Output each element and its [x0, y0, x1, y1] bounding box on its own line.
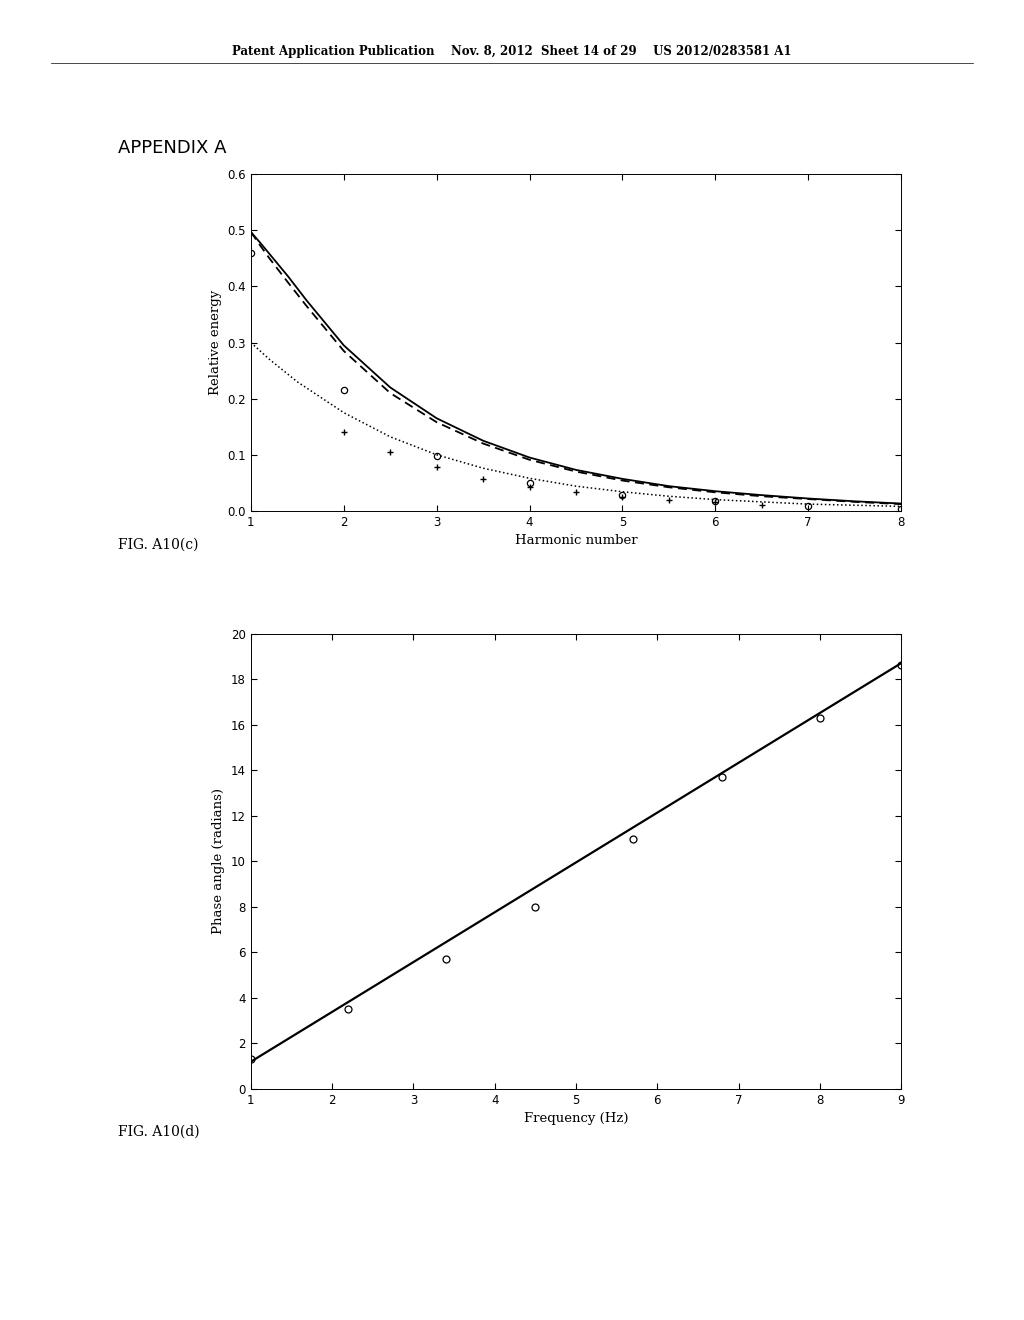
- Y-axis label: Relative energy: Relative energy: [209, 290, 222, 395]
- Y-axis label: Phase angle (radians): Phase angle (radians): [212, 788, 225, 935]
- Text: Patent Application Publication    Nov. 8, 2012  Sheet 14 of 29    US 2012/028358: Patent Application Publication Nov. 8, 2…: [232, 45, 792, 58]
- X-axis label: Harmonic number: Harmonic number: [515, 535, 637, 548]
- X-axis label: Frequency (Hz): Frequency (Hz): [523, 1113, 629, 1126]
- Text: APPENDIX A: APPENDIX A: [118, 139, 226, 157]
- Text: FIG. A10(c): FIG. A10(c): [118, 537, 199, 552]
- Text: FIG. A10(d): FIG. A10(d): [118, 1125, 200, 1139]
